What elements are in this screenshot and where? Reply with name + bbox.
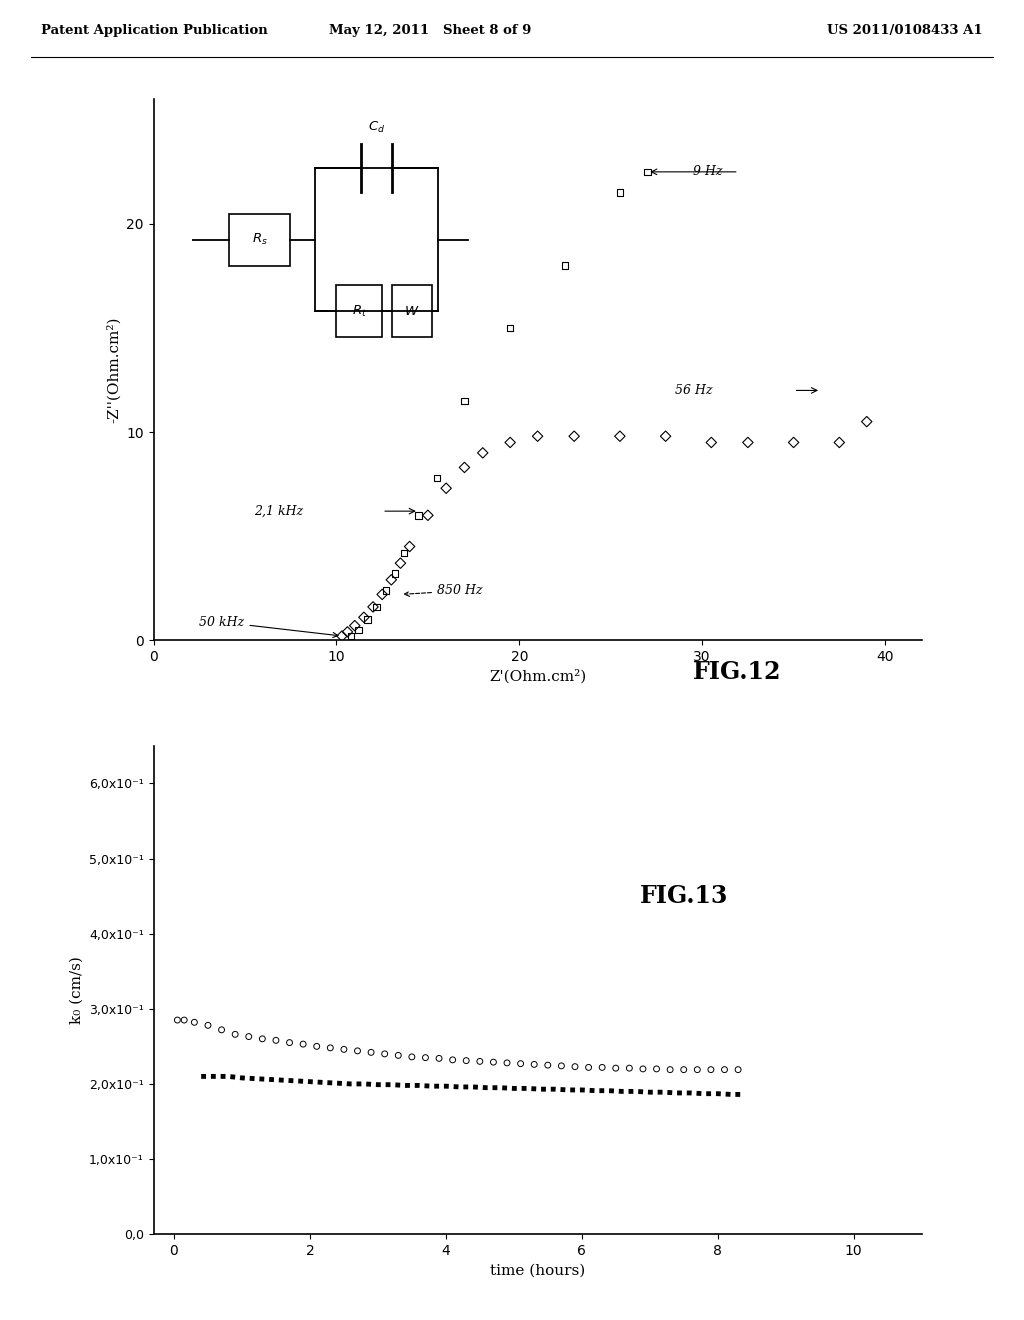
Point [383, 569, 399, 590]
Point [355, 607, 372, 628]
Point [365, 597, 381, 618]
Point [611, 182, 628, 203]
Point [323, 1038, 339, 1059]
Point [349, 1040, 366, 1061]
Point [444, 1049, 461, 1071]
Point [581, 1057, 597, 1078]
Point [472, 1051, 488, 1072]
Text: May 12, 2011   Sheet 8 of 9: May 12, 2011 Sheet 8 of 9 [329, 24, 531, 37]
Point [390, 1045, 407, 1067]
Point [594, 1057, 610, 1078]
Text: 56 Hz: 56 Hz [675, 384, 713, 397]
Point [350, 619, 367, 640]
Text: 850 Hz: 850 Hz [404, 585, 482, 598]
Text: FIG.13: FIG.13 [640, 884, 728, 908]
Point [420, 504, 436, 525]
Point [717, 1059, 733, 1080]
Point [308, 1036, 325, 1057]
Point [622, 1057, 638, 1078]
Point [186, 1011, 203, 1032]
Point [567, 1056, 584, 1077]
Point [369, 597, 385, 618]
Point [429, 467, 445, 488]
Point [387, 564, 403, 585]
Point [241, 1026, 257, 1047]
Point [457, 457, 473, 478]
Point [858, 411, 874, 432]
Text: 50 kHz: 50 kHz [200, 615, 338, 638]
Point [662, 1059, 678, 1080]
Point [457, 391, 473, 412]
Point [557, 255, 573, 276]
Point [374, 583, 390, 605]
Point [377, 1043, 393, 1064]
Point [396, 543, 413, 564]
Point [392, 553, 409, 574]
Point [417, 1047, 433, 1068]
Point [526, 1053, 543, 1074]
Point [648, 1059, 665, 1080]
Point [339, 622, 355, 643]
Y-axis label: k₀ (cm/s): k₀ (cm/s) [70, 956, 83, 1024]
Point [566, 425, 583, 446]
Point [359, 609, 376, 630]
Point [213, 1019, 229, 1040]
Point [169, 1010, 185, 1031]
Point [295, 1034, 311, 1055]
Point [512, 1053, 528, 1074]
Point [254, 1028, 270, 1049]
Text: US 2011/0108433 A1: US 2011/0108433 A1 [827, 24, 983, 37]
Point [657, 425, 674, 446]
Point [502, 432, 518, 453]
Point [611, 425, 628, 446]
Point [200, 1015, 216, 1036]
Point [458, 1051, 474, 1072]
Point [502, 317, 518, 338]
Point [499, 1052, 515, 1073]
X-axis label: Z'(Ohm.cm²): Z'(Ohm.cm²) [489, 669, 586, 684]
Point [540, 1055, 556, 1076]
Point [635, 1059, 651, 1080]
Point [702, 1059, 719, 1080]
Point [676, 1059, 692, 1080]
Point [343, 626, 359, 647]
Point [346, 615, 362, 636]
Point [438, 478, 455, 499]
Point [639, 161, 655, 182]
Point [739, 432, 756, 453]
Point [607, 1057, 624, 1078]
X-axis label: time (hours): time (hours) [489, 1263, 586, 1278]
Point [553, 1055, 569, 1076]
Point [336, 1039, 352, 1060]
Point [831, 432, 848, 453]
Text: FIG.12: FIG.12 [693, 660, 781, 684]
Point [485, 1052, 502, 1073]
Point [785, 432, 802, 453]
Point [431, 1048, 447, 1069]
Point [362, 1041, 379, 1063]
Point [227, 1024, 244, 1045]
Point [703, 432, 720, 453]
Point [529, 425, 546, 446]
Point [282, 1032, 298, 1053]
Text: Patent Application Publication: Patent Application Publication [41, 24, 267, 37]
Y-axis label: -Z''(Ohm.cm²): -Z''(Ohm.cm²) [106, 317, 121, 422]
Point [411, 504, 427, 525]
Point [730, 1059, 746, 1080]
Text: 9 Hz: 9 Hz [693, 165, 723, 178]
Point [403, 1047, 420, 1068]
Point [334, 626, 350, 647]
Point [474, 442, 490, 463]
Text: 2,1 kHz: 2,1 kHz [254, 504, 303, 517]
Point [176, 1010, 193, 1031]
Point [378, 579, 394, 601]
Point [401, 536, 418, 557]
Point [267, 1030, 284, 1051]
Point [689, 1059, 706, 1080]
